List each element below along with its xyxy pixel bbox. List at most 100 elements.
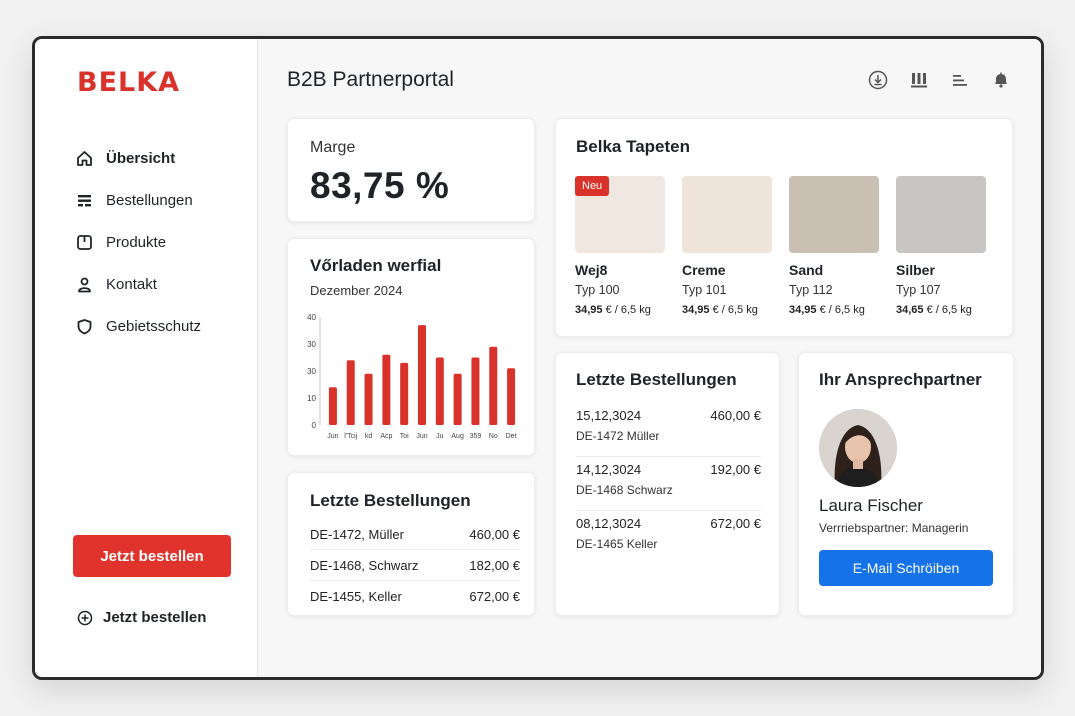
sidebar-item-label: Kontakt	[106, 275, 157, 293]
list-item[interactable]: 08,12,3024 672,00 € DE-1465 Keller	[576, 511, 761, 565]
product-card[interactable]: Neu Wej8 Typ 100 34,95 € / 6,5 kg	[575, 176, 665, 316]
main-content: B2B Partnerportal Marge 83,75 % Vőrladen…	[258, 39, 1041, 677]
y-tick-label: 40	[307, 313, 316, 322]
chart-bar[interactable]	[400, 362, 409, 425]
bar-chart: 40 30 30 10 0 Jun l'Tcij kd Acp Toi Jun Ju Aug 359 No D…	[307, 313, 517, 440]
x-tick-label: kd	[365, 433, 373, 440]
sidebar-item-label: Produkte	[106, 233, 167, 251]
send-email-button[interactable]: E-Mail Schröiben	[819, 550, 993, 586]
order-id: DE-1472 Müller	[576, 429, 660, 443]
sidebar-item-uebersicht[interactable]: Übersicht	[75, 137, 245, 179]
y-tick-label: 10	[307, 394, 316, 403]
products-title: Belka Tapeten	[576, 137, 691, 156]
columns-icon[interactable]	[908, 69, 929, 90]
price-value: 34,65	[896, 304, 924, 316]
sidebar: BELKA Übersicht Bestellungen Produkte	[35, 39, 258, 677]
order-id: DE-1468, Schwarz	[310, 557, 419, 573]
box-icon	[75, 233, 93, 251]
list-item[interactable]: 14,12,3024 192,00 € DE-1468 Schwarz	[576, 457, 761, 511]
contact-title: Ihr Ansprechpartner	[819, 370, 982, 389]
chart-bar[interactable]	[346, 360, 355, 425]
margin-value: 83,75 %	[310, 165, 450, 206]
product-price: 34,95 € / 6,5 kg	[575, 304, 665, 316]
product-price: 34,95 € / 6,5 kg	[682, 304, 772, 316]
x-tick-label: Jun	[416, 433, 427, 440]
chart-bar[interactable]	[471, 357, 480, 426]
x-tick-label: No	[489, 433, 498, 440]
recent-orders-list: DE-1472, Müller 460,00 € DE-1468, Schwar…	[310, 519, 520, 612]
product-name: Sand	[789, 262, 824, 278]
order-amount: 460,00 €	[710, 408, 761, 423]
x-tick-label: l'Tcij	[344, 433, 357, 440]
chart-bar[interactable]	[382, 354, 391, 425]
product-type: Typ 107	[896, 283, 941, 297]
order-date: 15,12,3024	[576, 408, 642, 423]
sales-chart-card: Vőrladen werfial Dezember 2024 40 30 30 10 0…	[287, 238, 535, 456]
order-amount: 182,00 €	[469, 557, 520, 573]
chart-bar[interactable]	[364, 373, 373, 425]
brand-logo[interactable]: BELKA	[77, 67, 181, 98]
chart-bar[interactable]	[507, 368, 516, 425]
bell-icon[interactable]	[990, 69, 1011, 90]
chart-bar[interactable]	[489, 346, 498, 425]
product-card[interactable]: Silber Typ 107 34,65 € / 6,5 kg	[896, 176, 986, 316]
x-tick-label: Det	[506, 433, 517, 440]
chart-subtitle: Dezember 2024	[310, 283, 403, 298]
order-date: 14,12,3024	[576, 462, 642, 477]
sidebar-item-gebietsschutz[interactable]: Gebietsschutz	[75, 305, 245, 347]
product-price: 34,65 € / 6,5 kg	[896, 304, 986, 316]
chart-title: Vőrladen werfial	[310, 256, 442, 275]
order-now-link[interactable]: Jetzt bestellen	[77, 609, 206, 626]
product-name: Wej8	[575, 262, 608, 278]
wallpaper-products-card: Belka Tapeten Neu Wej8 Typ 100 34,95 € /…	[555, 118, 1013, 337]
x-tick-label: 359	[470, 433, 482, 440]
user-icon	[75, 275, 93, 293]
product-card[interactable]: Sand Typ 112 34,95 € / 6,5 kg	[789, 176, 879, 316]
app-window: BELKA Übersicht Bestellungen Produkte	[32, 36, 1044, 680]
product-type: Typ 100	[575, 283, 620, 297]
sidebar-item-produkte[interactable]: Produkte	[75, 221, 245, 263]
product-list: Neu Wej8 Typ 100 34,95 € / 6,5 kg Creme …	[575, 176, 986, 316]
sidebar-nav: Übersicht Bestellungen Produkte Kontakt	[75, 137, 245, 347]
download-icon[interactable]	[867, 69, 888, 90]
chart-bar[interactable]	[328, 387, 337, 425]
order-id: DE-1472, Müller	[310, 526, 404, 542]
product-name: Silber	[896, 262, 935, 278]
price-unit: € / 6,5 kg	[926, 304, 972, 316]
price-value: 34,95	[789, 304, 817, 316]
sidebar-item-label: Übersicht	[106, 149, 176, 167]
product-swatch	[789, 176, 879, 253]
order-amount: 460,00 €	[469, 526, 520, 542]
avatar	[819, 409, 897, 487]
price-unit: € / 6,5 kg	[605, 304, 651, 316]
chart-bar[interactable]	[435, 357, 444, 426]
recent-orders-title: Letzte Bestellungen	[310, 491, 471, 510]
new-badge: Neu	[575, 176, 610, 196]
x-tick-label: Jun	[327, 433, 338, 440]
table-row[interactable]: DE-1468, Schwarz 182,00 €	[310, 550, 520, 581]
price-unit: € / 6,5 kg	[819, 304, 865, 316]
chart-bar[interactable]	[453, 373, 462, 425]
list-icon	[75, 191, 93, 209]
product-type: Typ 101	[682, 283, 727, 297]
y-tick-label: 30	[307, 340, 316, 349]
sidebar-item-kontakt[interactable]: Kontakt	[75, 263, 245, 305]
order-now-button[interactable]: Jetzt bestellen	[73, 535, 231, 577]
table-row[interactable]: DE-1455, Keller 672,00 €	[310, 581, 520, 612]
order-id: DE-1468 Schwarz	[576, 483, 673, 497]
product-card[interactable]: Creme Typ 101 34,95 € / 6,5 kg	[682, 176, 772, 316]
order-amount: 672,00 €	[710, 516, 761, 531]
chart-bar[interactable]	[418, 325, 426, 425]
list-item[interactable]: 15,12,3024 460,00 € DE-1472 Müller	[576, 403, 761, 457]
sidebar-item-bestellungen[interactable]: Bestellungen	[75, 179, 245, 221]
order-amount: 192,00 €	[710, 462, 761, 477]
price-unit: € / 6,5 kg	[712, 304, 758, 316]
table-row[interactable]: DE-1472, Müller 460,00 €	[310, 519, 520, 550]
menu-lines-icon[interactable]	[949, 69, 970, 90]
order-date: 08,12,3024	[576, 516, 642, 531]
page-title: B2B Partnerportal	[287, 68, 454, 91]
margin-label: Marge	[310, 139, 356, 156]
product-swatch	[682, 176, 772, 253]
price-value: 34,95	[682, 304, 710, 316]
contact-role: Verrriebspartner: Managerin	[819, 521, 969, 535]
